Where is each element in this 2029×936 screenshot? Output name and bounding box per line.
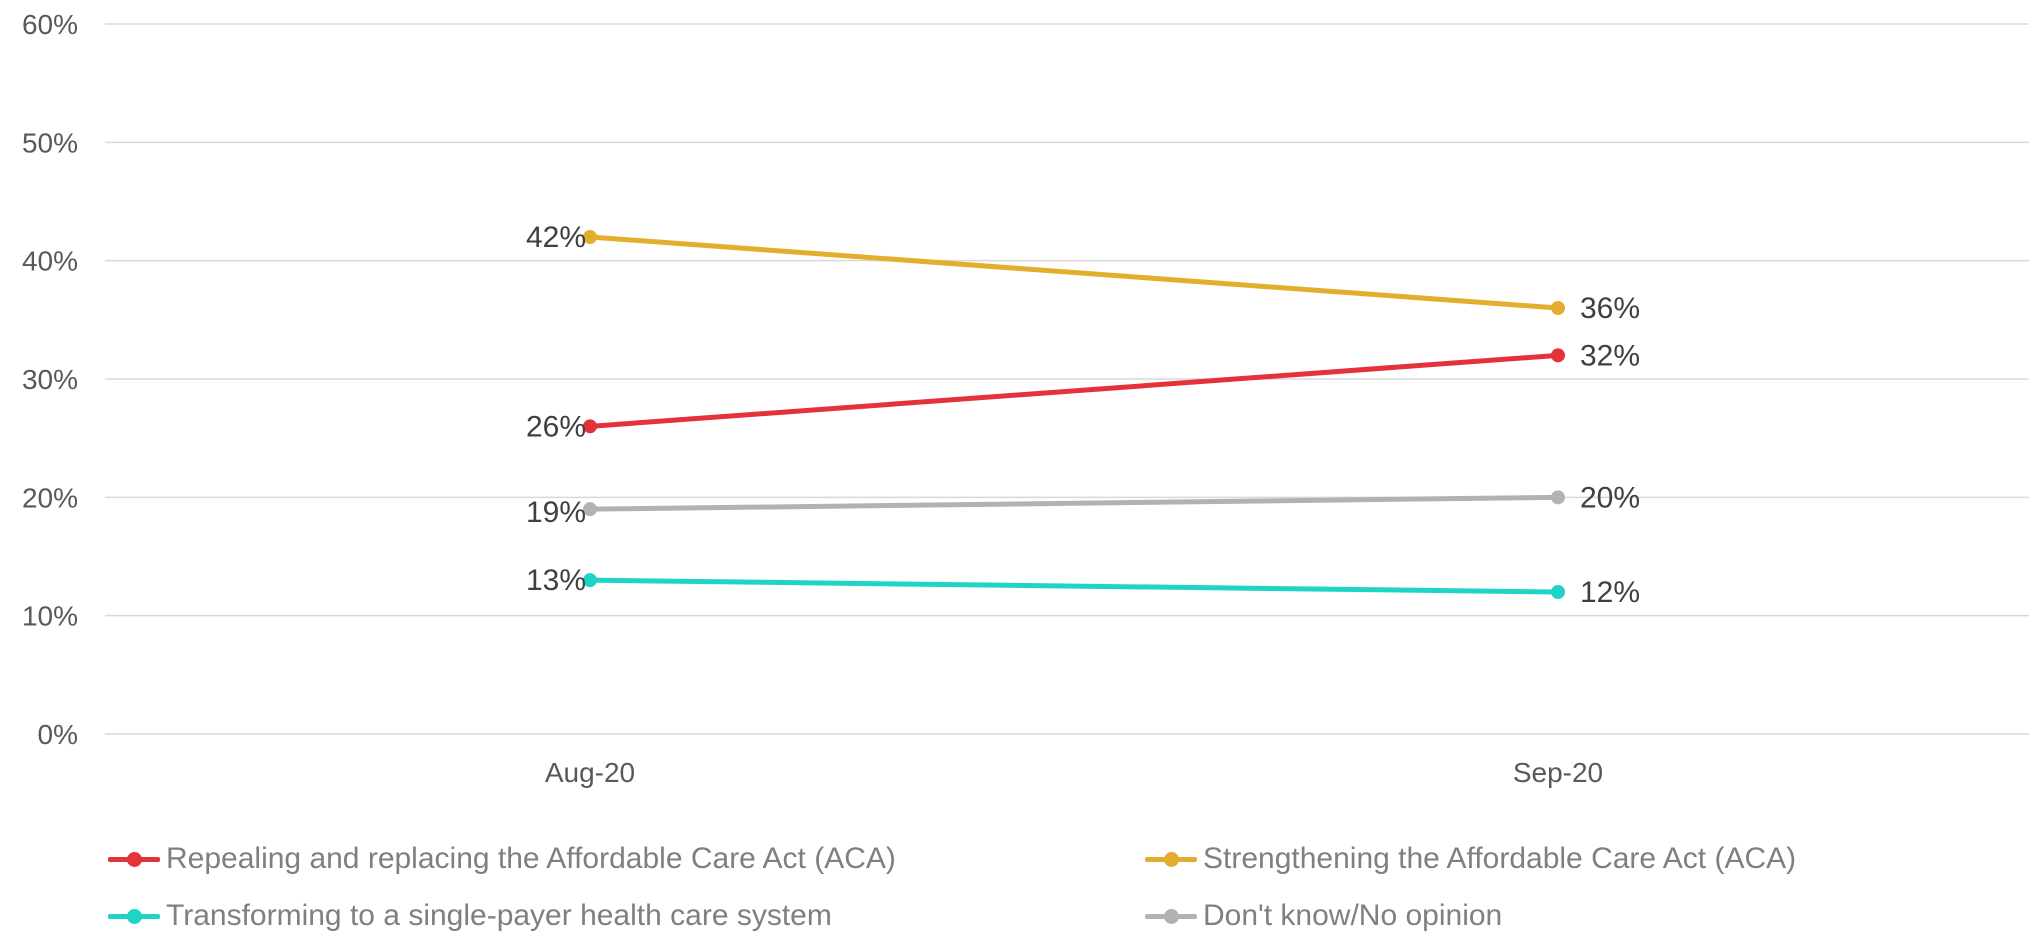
data-label: 32%: [1580, 339, 1640, 372]
y-tick-label: 40%: [22, 246, 78, 277]
y-tick-label: 30%: [22, 364, 78, 395]
data-point: [1551, 490, 1565, 505]
data-point: [1551, 301, 1565, 315]
data-label: 19%: [526, 496, 586, 529]
x-axis-ticks: Aug-20 Sep-20: [545, 757, 1603, 788]
data-point: [1551, 348, 1565, 363]
x-tick-label: Sep-20: [1513, 757, 1603, 788]
data-label: 12%: [1580, 576, 1640, 609]
data-point: [583, 573, 597, 588]
series-line: [589, 234, 1559, 311]
series-line: [589, 494, 1559, 512]
series-line: [589, 577, 1559, 595]
y-tick-label: 60%: [22, 9, 78, 40]
data-label: 13%: [526, 564, 586, 597]
y-tick-label: 20%: [22, 482, 78, 513]
data-point: [1551, 585, 1565, 599]
data-label: 26%: [526, 410, 586, 443]
data-label: 42%: [526, 221, 586, 254]
data-label: 36%: [1580, 292, 1640, 325]
y-tick-label: 10%: [22, 601, 78, 632]
y-tick-label: 50%: [22, 127, 78, 158]
data-point: [583, 502, 597, 517]
data-point: [583, 419, 597, 434]
gridlines: [105, 23, 2029, 735]
x-tick-label: Aug-20: [545, 757, 635, 788]
data-labels: 26% 32% 42% 36% 13% 12% 19% 20%: [526, 221, 1640, 609]
y-tick-label: 0%: [38, 719, 78, 750]
series-line: [589, 352, 1559, 429]
data-point: [583, 230, 597, 244]
y-axis-ticks: 0% 10% 20% 30% 40% 50% 60%: [22, 9, 78, 750]
data-label: 20%: [1580, 481, 1640, 514]
series-lines: [583, 230, 1565, 599]
